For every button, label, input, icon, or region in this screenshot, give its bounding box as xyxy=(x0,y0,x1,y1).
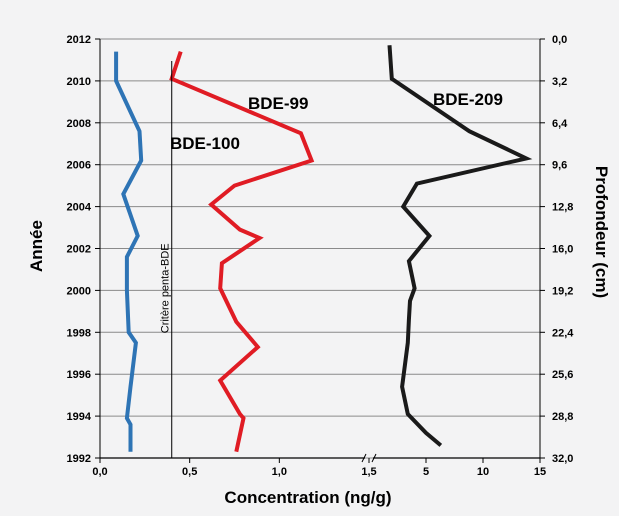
right-tick-label: 12,8 xyxy=(552,202,573,214)
x-tick-label: 0,0 xyxy=(92,466,107,478)
annotations: Critère penta-BDE BDE-99 BDE-100 BDE-209 xyxy=(160,61,503,458)
y-axis-label-right: Profondeur (cm) xyxy=(592,166,611,298)
left-tick-label: 1998 xyxy=(67,327,91,339)
criterion-label: Critère penta-BDE xyxy=(160,243,172,333)
axis-break-mark xyxy=(361,453,367,463)
left-tick-label: 2006 xyxy=(67,160,91,172)
series-label-bde-209: BDE-209 xyxy=(433,90,503,109)
x-tick-label: 0,5 xyxy=(182,466,197,478)
x-axis: 0,0 0,5 1,0 1,5 5 10 15 xyxy=(92,458,546,478)
left-tick-label: 2010 xyxy=(67,76,91,88)
right-tick-label: 6,4 xyxy=(552,118,568,130)
right-tick-label: 32,0 xyxy=(552,453,573,465)
series-label-bde-99: BDE-99 xyxy=(248,94,308,113)
x-axis-label: Concentration (ng/g) xyxy=(224,488,391,507)
series-line-bde-100 xyxy=(114,51,144,452)
x-tick-label: 1,5 xyxy=(361,466,376,478)
right-axis: 0,0 3,2 6,4 9,6 12,8 16,0 19,2 22,4 25,6 28,8 32,0 xyxy=(540,34,574,465)
right-tick-label: 16,0 xyxy=(552,244,573,256)
left-tick-label: 2002 xyxy=(67,244,91,256)
right-tick-label: 25,6 xyxy=(552,369,573,381)
right-tick-label: 28,8 xyxy=(552,411,573,423)
x-tick-label: 10 xyxy=(477,466,489,478)
axis-break-mark xyxy=(371,453,377,463)
right-tick-label: 9,6 xyxy=(552,160,567,172)
left-tick-label: 2012 xyxy=(67,34,91,46)
left-tick-label: 1996 xyxy=(67,369,91,381)
left-tick-label: 2008 xyxy=(67,118,91,130)
left-axis: 2012 2010 2008 2006 2004 2002 2000 1998 1996 1994… xyxy=(67,34,100,465)
series-lines xyxy=(114,45,533,453)
left-tick-label: 1994 xyxy=(67,411,92,423)
right-tick-label: 3,2 xyxy=(552,76,567,88)
y-axis-label-left: Année xyxy=(27,220,46,272)
x-tick-label: 1,0 xyxy=(272,466,287,478)
series-line-bde-99 xyxy=(169,50,315,453)
left-tick-label: 1992 xyxy=(67,453,91,465)
left-tick-label: 2004 xyxy=(67,202,92,214)
right-tick-label: 19,2 xyxy=(552,285,573,297)
series-label-bde-100: BDE-100 xyxy=(170,134,240,153)
x-tick-label: 15 xyxy=(534,466,546,478)
right-tick-label: 0,0 xyxy=(552,34,567,46)
left-tick-label: 2000 xyxy=(67,285,91,297)
right-tick-label: 22,4 xyxy=(552,327,574,339)
x-tick-label: 5 xyxy=(423,466,429,478)
series-line-bde-209 xyxy=(387,45,533,447)
